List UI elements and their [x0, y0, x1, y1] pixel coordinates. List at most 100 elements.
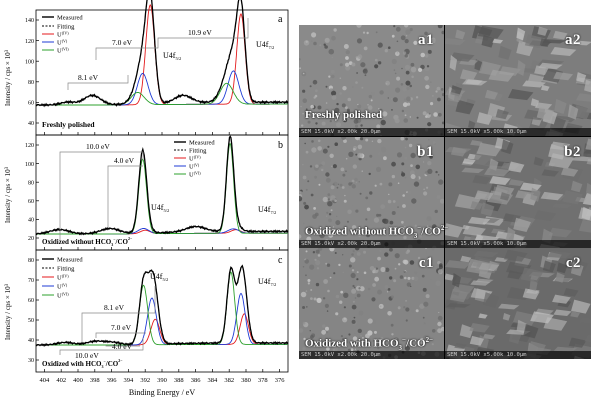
x-axis-label: Binding Energy / eV	[129, 388, 196, 397]
annotation-10-0-ev-b: 10.0 eV	[86, 142, 110, 151]
svg-text:U(VI): U(VI)	[57, 291, 69, 300]
y-tick-label: 80	[28, 80, 34, 86]
y-tick-label: 60	[28, 101, 34, 107]
y-tick-label: 70	[28, 278, 34, 284]
sem-info-bar: SEM 15.0kV x2.00k 20.0µm	[299, 351, 444, 359]
sem-texture	[299, 25, 444, 136]
sem-label-c1: c1	[418, 255, 434, 271]
legend-panel-b: Measured Fitting U(IV) U(V) U(VI)	[174, 140, 215, 179]
x-tick-label: 400	[73, 377, 83, 384]
component-curve-0-2	[36, 82, 288, 106]
component-curve-1-2	[36, 142, 288, 235]
y-axis-label-a: Intensity / cps × 103	[4, 49, 12, 106]
peak-label-u4f52-b: U4f5/2	[151, 203, 169, 213]
sem-image-a2: a2 SEM 15.0kV x5.00k 10.0µm	[445, 25, 591, 136]
svg-text:U(V): U(V)	[189, 162, 200, 171]
y-tick-label: 120	[25, 143, 34, 149]
y-tick-label: 100	[25, 162, 34, 168]
x-tick-label: 394	[124, 377, 135, 384]
sem-image-b1: b1 SEM 15.0kV x2.00k 20.0µm	[299, 136, 444, 248]
y-axis-label-b: Intensity / cps × 103	[4, 166, 12, 223]
y-tick-label: 20	[28, 236, 34, 242]
x-tick-label: 382	[224, 377, 234, 384]
measured-curve-1	[35, 135, 289, 236]
measured-curve-2	[35, 264, 289, 347]
sem-image-b2: b2 SEM 15.0kV x5.00k 10.0µm	[445, 136, 591, 248]
sem-caption-freshly-polished: Freshly polished	[305, 109, 383, 121]
axis-ticks: 40 60 80 100 120 140 20 40 60 80 100 120 30 40 50 60 70 8…	[25, 18, 285, 384]
y-tick-label: 50	[28, 318, 34, 324]
svg-text:U(VI): U(VI)	[189, 170, 201, 179]
y-tick-label: 140	[25, 18, 34, 24]
annotations-panel-c	[59, 286, 156, 355]
peak-label-u4f72-a: U4f7/2	[256, 40, 274, 50]
x-tick-label: 398	[90, 377, 100, 384]
x-tick-label: 396	[107, 377, 118, 384]
annotation-8-1-ev-c: 8.1 eV	[104, 303, 125, 312]
condition-label-c: Oxidized with HCO3−/CO2−	[42, 358, 123, 369]
x-tick-label: 384	[208, 377, 219, 384]
sem-image-a1: a1 SEM 15.0kV x2.00k 20.0µm	[299, 25, 444, 136]
svg-text:Fitting: Fitting	[189, 148, 207, 155]
y-tick-label: 80	[28, 258, 34, 264]
svg-text:Fitting: Fitting	[57, 24, 75, 31]
svg-text:Fitting: Fitting	[57, 266, 75, 273]
svg-text:U(IV): U(IV)	[57, 30, 69, 39]
sem-info-bar: SEM 15.0kV x5.00k 10.0µm	[445, 351, 591, 359]
y-tick-label: 30	[28, 358, 34, 364]
y-tick-label: 40	[28, 121, 34, 127]
peak-label-u4f52-c: U4f5/2	[150, 272, 168, 282]
sem-label-a1: a1	[418, 32, 434, 48]
sem-texture	[299, 248, 444, 359]
svg-text:U(IV): U(IV)	[189, 154, 201, 163]
y-tick-label: 40	[28, 338, 34, 344]
legend-panel-a: Measured Fitting U(IV) U(V) U(VI)	[42, 15, 83, 55]
panel-letter-a: a	[278, 14, 283, 25]
y-axis-label-c: Intensity / cps × 103	[4, 283, 12, 340]
condition-label-b: Oxidized without HCO3−/CO2−	[42, 236, 133, 247]
sem-label-b2: b2	[564, 143, 581, 160]
svg-text:U(VI): U(VI)	[57, 46, 69, 55]
annotation-7-0-ev-a: 7.0 eV	[112, 38, 133, 47]
panel-letter-c: c	[278, 255, 283, 266]
annotation-7-0-ev-c: 7.0 eV	[111, 323, 132, 332]
y-tick-label: 60	[28, 298, 34, 304]
annotation-4-0-ev-c: 4.0 eV	[112, 342, 133, 351]
sem-caption-with-hco3: Oxidized with HCO3−/CO2−	[305, 336, 434, 352]
panel-letter-b: b	[278, 140, 283, 151]
annotations-panel-b	[59, 151, 144, 240]
sem-image-c2: c2 SEM 15.0kV x5.00k 10.0µm	[445, 248, 591, 359]
x-tick-label: 390	[157, 377, 167, 384]
annotation-4-0-ev-b: 4.0 eV	[114, 156, 135, 165]
svg-text:U(IV): U(IV)	[57, 273, 69, 282]
x-tick-label: 376	[275, 377, 286, 384]
x-tick-label: 392	[140, 377, 150, 384]
y-tick-label: 40	[28, 218, 34, 224]
svg-text:Measured: Measured	[189, 140, 215, 147]
sem-texture	[445, 136, 591, 248]
svg-text:Measured: Measured	[57, 257, 83, 264]
annotation-10-9-ev-a: 10.9 eV	[188, 28, 212, 37]
sem-label-a2: a2	[565, 32, 581, 48]
fitting-curve-1	[35, 135, 288, 235]
annotation-10-0-ev-c: 10.0 eV	[75, 351, 99, 360]
y-tick-label: 120	[25, 39, 34, 45]
legend-panel-c: Measured Fitting U(IV) U(V) U(VI)	[42, 257, 83, 300]
sem-info-bar: SEM 15.0kV x2.00k 20.0µm	[299, 128, 444, 136]
peak-label-u4f72-c: U4f7/2	[258, 277, 276, 287]
condition-label-a: Freshly polished	[42, 120, 95, 129]
sem-texture	[445, 25, 591, 136]
peak-label-u4f52-a: U4f5/2	[163, 51, 181, 61]
sem-label-c2: c2	[565, 255, 581, 271]
x-tick-label: 380	[241, 377, 251, 384]
sem-image-c1: c1 SEM 15.0kV x2.00k 20.0µm	[299, 248, 444, 359]
x-tick-label: 402	[56, 377, 66, 384]
x-tick-label: 388	[174, 377, 184, 384]
measured-curve-0	[35, 0, 289, 108]
y-tick-label: 100	[25, 59, 34, 65]
xps-spectra-figure: Intensity / cps × 103 Intensity / cps × …	[4, 0, 289, 397]
component-curve-2-2	[36, 271, 288, 346]
sem-label-b1: b1	[417, 143, 434, 160]
x-tick-label: 404	[40, 377, 51, 384]
svg-text:U(V): U(V)	[57, 38, 68, 47]
